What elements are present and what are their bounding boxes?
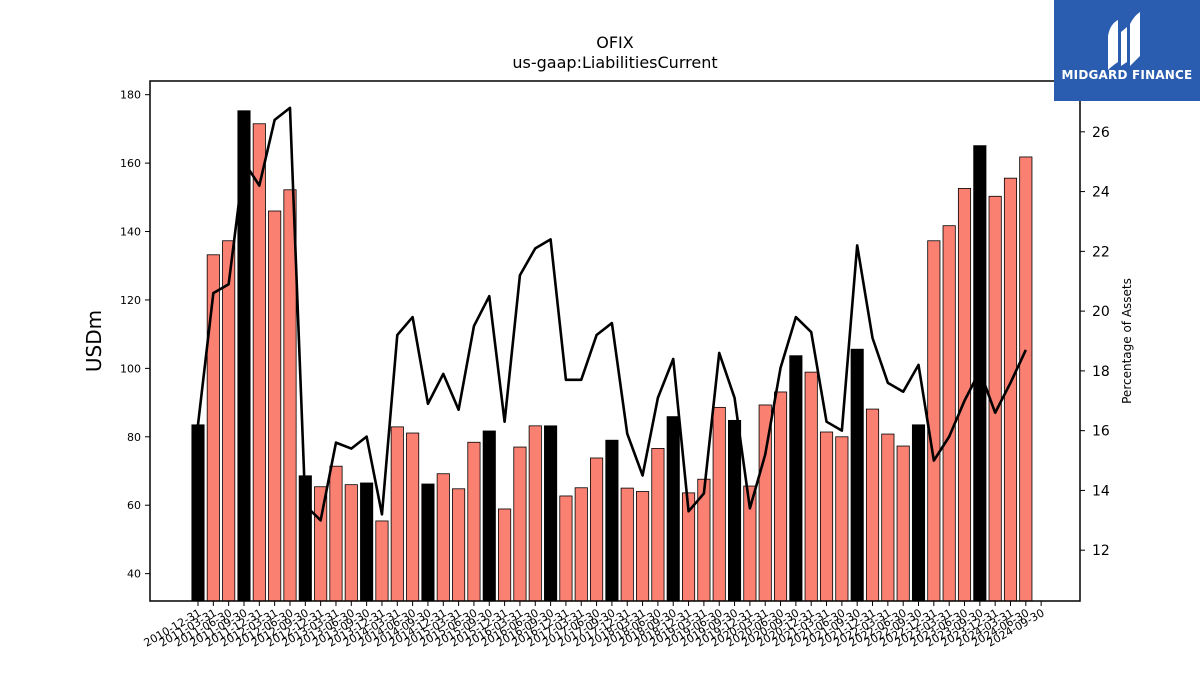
y-tick-label-140: 140 [120,226,141,239]
bar-2014-03-31 [390,426,404,602]
plot-frame [149,80,1081,602]
logo-mark-icon [1108,12,1140,70]
bar-2017-03-31 [574,487,588,602]
y2-tick-label-14: 14 [1092,483,1110,499]
axes-group: 4060801001201401601801214161820222426201… [120,89,1110,650]
bars-group [191,110,1033,602]
y2-tick-label-12: 12 [1092,543,1110,559]
y2-tick-label-20: 20 [1092,304,1110,320]
bar-2022-06-30 [896,445,910,602]
y-tick-label-180: 180 [120,89,141,102]
bar-2011-03-31 [206,254,220,602]
bar-2022-03-31 [881,433,895,602]
bar-2019-09-30 [728,419,742,602]
bar-2019-06-30 [712,406,726,602]
bar-2016-03-31 [513,446,527,602]
bar-2022-09-30 [911,424,926,602]
y2-tick-label-22: 22 [1092,244,1110,260]
bar-2022-12-31 [927,240,941,602]
bar-2015-03-31 [452,488,466,602]
bar-2018-06-30 [651,448,665,602]
bar-2020-12-31 [804,371,818,602]
chart-title: OFIX [596,33,634,52]
bar-2010-12-31 [191,424,205,602]
bar-2018-03-31 [636,491,650,602]
bar-2014-09-30 [421,483,435,602]
bar-2024-06-30 [1019,156,1033,602]
y2-tick-label-26: 26 [1092,125,1110,141]
bar-2014-06-30 [406,432,420,602]
bar-2018-09-30 [666,416,680,602]
bar-2021-12-31 [865,408,880,602]
bar-2020-06-30 [773,391,788,602]
bar-2017-09-30 [605,439,619,602]
logo-text: MIDGARD FINANCE [1061,68,1193,82]
bar-2013-09-30 [360,482,374,602]
bar-2013-06-30 [344,484,358,602]
chart-subtitle: us-gaap:LiabilitiesCurrent [512,53,717,72]
percentage-line [196,106,1027,522]
bar-2013-03-31 [329,465,343,602]
line-group [196,106,1027,522]
bar-2015-12-31 [498,508,512,602]
bar-2011-12-31 [252,123,266,602]
y2-tick-label-18: 18 [1092,364,1110,380]
bar-2021-03-31 [819,431,834,602]
y2-tick-label-24: 24 [1092,185,1110,201]
bar-2011-09-30 [237,110,251,602]
y-tick-label-120: 120 [120,294,141,307]
bar-2017-06-30 [590,457,604,602]
bar-2012-03-31 [268,210,282,602]
bar-2016-09-30 [544,425,558,602]
y-tick-label-160: 160 [120,157,141,170]
bar-2020-09-30 [789,355,803,602]
y-tick-label-80: 80 [127,431,141,444]
bar-2011-06-30 [222,240,236,602]
bar-2017-12-31 [620,487,634,602]
y-tick-label-100: 100 [120,362,141,375]
y-axis-label: USDm [82,310,106,372]
bar-2014-12-31 [436,473,450,602]
bar-2016-06-30 [528,425,542,602]
logo: MIDGARD FINANCE [1054,0,1200,101]
bar-2023-03-31 [942,225,956,602]
bar-2021-09-30 [850,348,864,602]
y-tick-label-60: 60 [127,499,141,512]
bar-2021-06-30 [835,436,849,602]
y-tick-label-40: 40 [127,568,141,581]
bar-2013-12-31 [375,520,389,602]
bar-2015-06-30 [467,441,481,602]
bar-2016-12-31 [559,495,573,602]
y2-axis-label: Percentage of Assets [1120,278,1134,404]
y2-tick-label-16: 16 [1092,424,1110,440]
bar-2015-09-30 [482,430,496,602]
